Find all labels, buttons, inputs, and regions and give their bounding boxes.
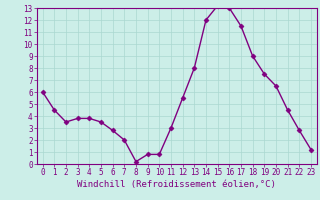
X-axis label: Windchill (Refroidissement éolien,°C): Windchill (Refroidissement éolien,°C) xyxy=(77,180,276,189)
